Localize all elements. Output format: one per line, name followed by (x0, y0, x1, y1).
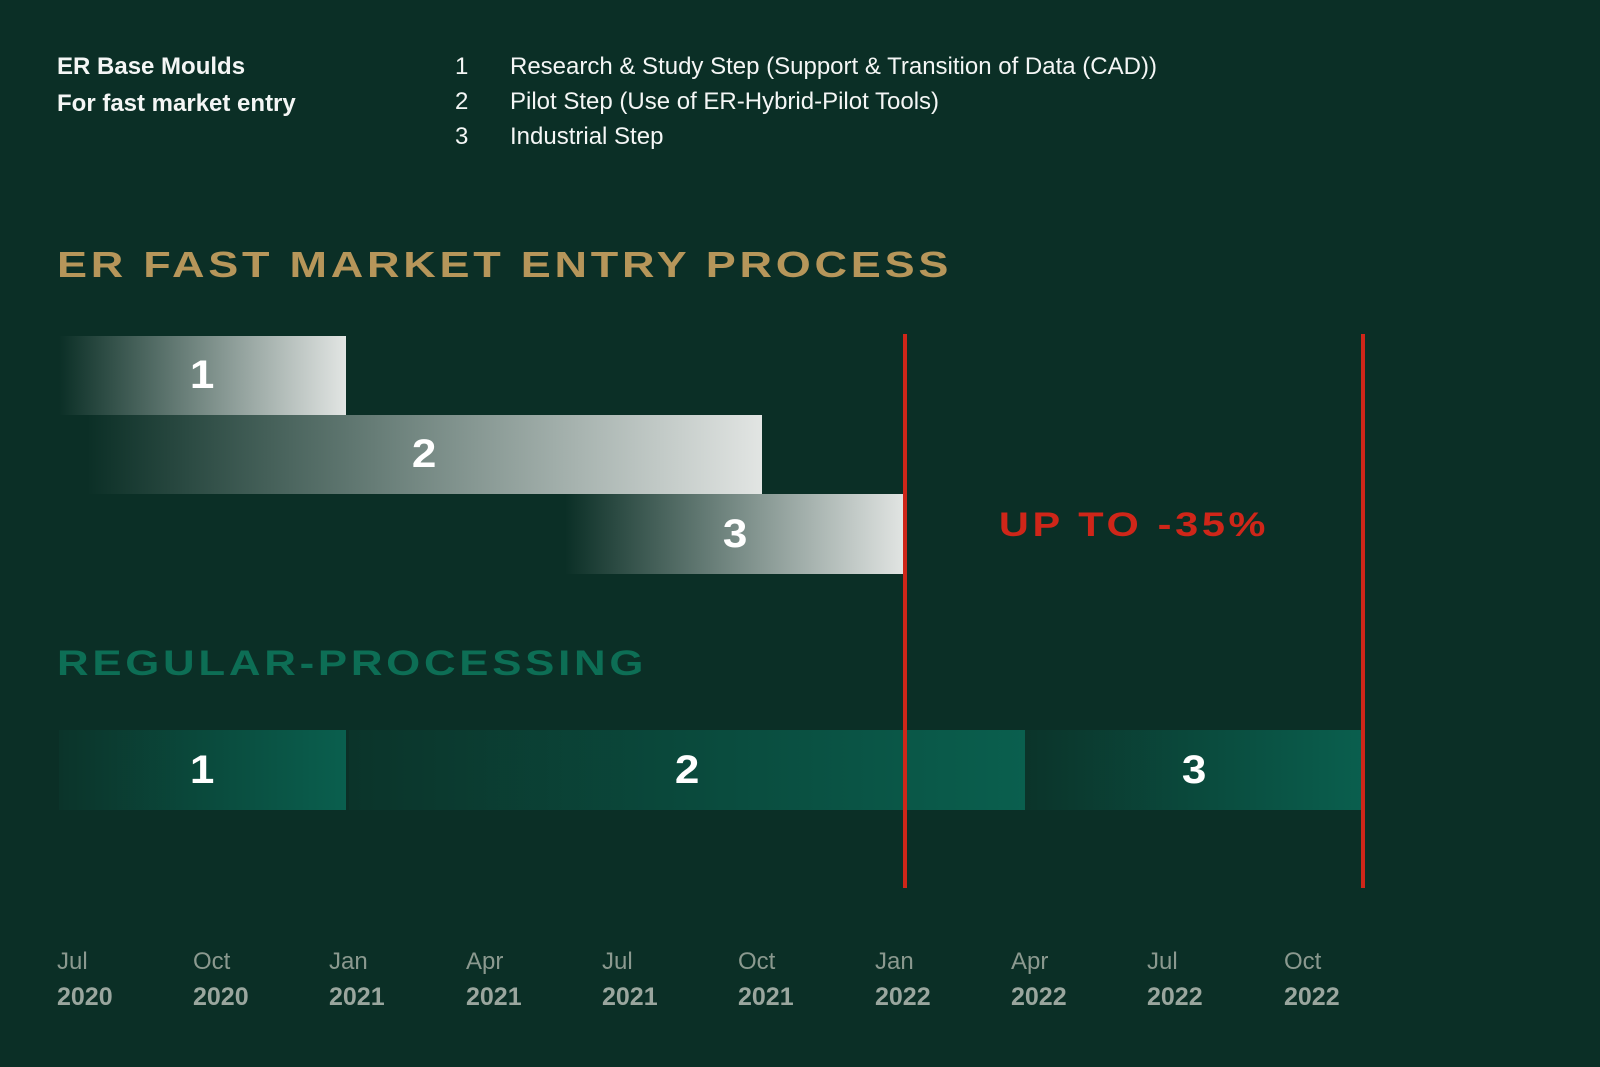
tick-year: 2022 (1147, 983, 1203, 1011)
bar-number: 3 (722, 511, 748, 556)
tick-year: 2021 (602, 983, 658, 1011)
legend-number: 2 (455, 88, 469, 115)
tick-year: 2020 (57, 983, 113, 1011)
tick-year: 2021 (329, 983, 385, 1011)
legend-label: Industrial Step (510, 123, 664, 150)
tick-month: Jul (602, 948, 633, 975)
tick-year: 2021 (738, 983, 794, 1011)
tick-month: Jul (1147, 948, 1178, 975)
bar-number: 1 (190, 353, 215, 397)
gantt-bar-fast-step-2: 2 (87, 415, 762, 494)
tick-year: 2022 (875, 983, 931, 1011)
tick-year: 2022 (1284, 983, 1340, 1011)
gantt-bar-fast-step-3: 3 (565, 494, 905, 574)
axis-tick-oct-2022: Oct 2022 (1284, 948, 1340, 1011)
brand-block: ER Base Moulds For fast market entry (57, 48, 296, 122)
marker-line-regular-process-end (1361, 334, 1365, 888)
legend-number: 3 (455, 123, 469, 150)
tick-month: Oct (193, 948, 231, 975)
axis-tick-jul-2021: Jul 2021 (602, 948, 658, 1011)
tick-month: Jul (57, 948, 88, 975)
marker-line-fast-process-end (903, 334, 907, 888)
tick-year: 2020 (193, 983, 249, 1011)
axis-tick-oct-2021: Oct 2021 (738, 948, 794, 1011)
axis-tick-apr-2022: Apr 2022 (1011, 948, 1067, 1011)
axis-tick-jan-2021: Jan 2021 (329, 948, 385, 1011)
bar-number: 2 (412, 432, 437, 476)
gantt-bar-regular-step-1: 1 (59, 730, 346, 810)
legend-label: Pilot Step (Use of ER-Hybrid-Pilot Tools… (510, 88, 940, 115)
legend-item: 3 Industrial Step (455, 119, 1157, 154)
timeline-axis: Jul 2020 Oct 2020 Jan 2021 Apr 2021 Jul 2021 Oct 20… (0, 948, 1600, 1018)
tick-year: 2021 (466, 983, 522, 1011)
legend-label: Research & Study Step (Support & Transit… (510, 53, 1157, 80)
bar-number: 2 (674, 747, 700, 792)
tick-month: Jan (329, 948, 368, 975)
tick-month: Oct (1284, 948, 1322, 975)
gantt-bar-regular-step-2: 2 (349, 730, 1025, 810)
tick-month: Oct (738, 948, 776, 975)
bar-number: 1 (190, 747, 215, 792)
gantt-bar-regular-step-3: 3 (1025, 730, 1363, 810)
legend-item: 2 Pilot Step (Use of ER-Hybrid-Pilot Too… (455, 84, 1157, 119)
axis-tick-jul-2022: Jul 2022 (1147, 948, 1203, 1011)
axis-tick-oct-2020: Oct 2020 (193, 948, 249, 1011)
gantt-bar-fast-step-1: 1 (59, 336, 346, 415)
section-title-regular-processing: REGULAR-PROCESSING (57, 644, 648, 683)
axis-tick-jul-2020: Jul 2020 (57, 948, 113, 1011)
section-title-fast-process: ER FAST MARKET ENTRY PROCESS (57, 244, 953, 285)
axis-tick-apr-2021: Apr 2021 (466, 948, 522, 1011)
savings-annotation: UP TO -35% (998, 506, 1270, 544)
legend-item: 1 Research & Study Step (Support & Trans… (455, 49, 1157, 84)
bar-number: 3 (1181, 747, 1207, 792)
tick-month: Apr (466, 948, 504, 975)
legend-number: 1 (455, 53, 469, 80)
tick-month: Apr (1011, 948, 1049, 975)
brand-title: ER Base Moulds (57, 53, 246, 80)
brand-subtitle: For fast market entry (57, 90, 296, 117)
step-legend: 1 Research & Study Step (Support & Trans… (455, 49, 1157, 154)
axis-tick-jan-2022: Jan 2022 (875, 948, 931, 1011)
tick-month: Jan (875, 948, 914, 975)
tick-year: 2022 (1011, 983, 1067, 1011)
